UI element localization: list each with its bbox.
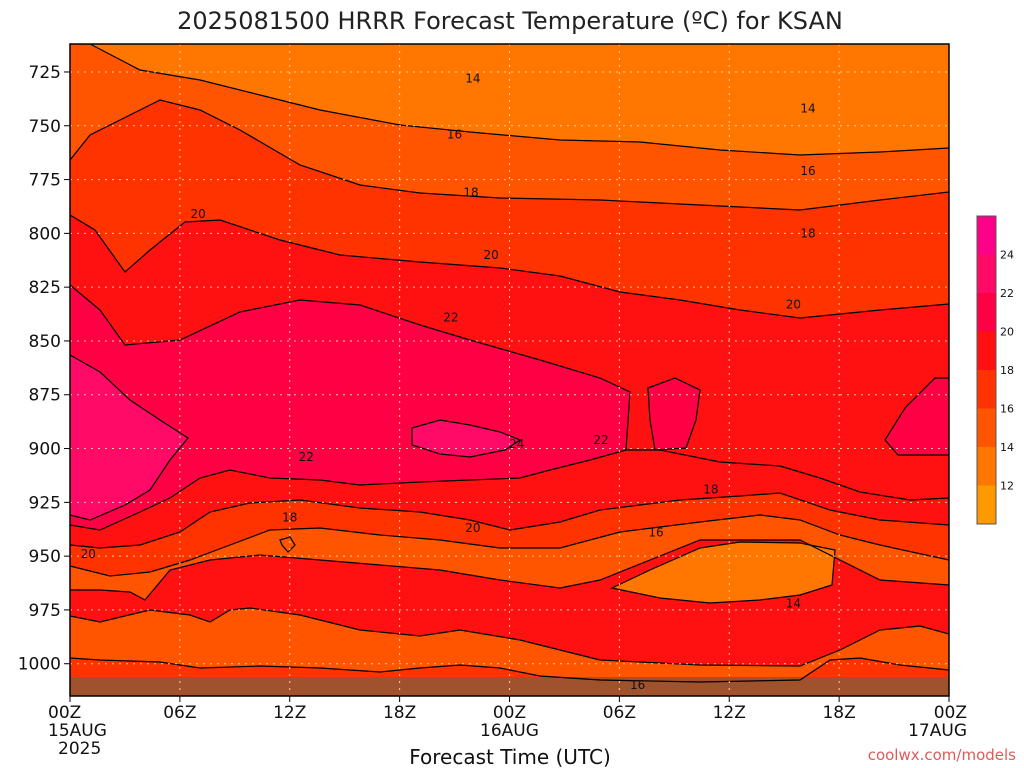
contour-line-20-lower	[69, 492, 950, 549]
contour-labels: 14 14 16 16 18 18 20 20 20 22 22 22 24 18 18 20 16 20 14 16	[81, 71, 816, 692]
contour-label: 22	[593, 433, 608, 447]
ground-below-surface	[70, 677, 949, 696]
contour-label: 16	[800, 164, 815, 178]
contour-label: 24	[509, 437, 524, 451]
contour-line-18-small-cell	[279, 536, 296, 553]
contour-lines	[69, 43, 950, 683]
y-tick-label: 975	[29, 601, 61, 621]
colorbar-swatch	[977, 447, 996, 486]
x-tick-label: 18Z	[383, 703, 416, 723]
contour-line-18-lower	[69, 514, 950, 577]
contour-line-18-upper	[69, 214, 950, 319]
credit-text: coolwx.com/models	[868, 746, 1016, 764]
colorbar: 12 14 16 18 20 22 24	[976, 215, 1014, 525]
y-tick-label: 950	[29, 547, 61, 567]
contour-label: 18	[282, 510, 297, 524]
x-tick-date-label: 15AUG	[48, 721, 107, 741]
band-lower-16-18	[70, 515, 949, 600]
y-tick-label: 725	[29, 63, 61, 83]
x-tick-date-label: 17AUG	[908, 721, 967, 741]
contour-label: 22	[443, 310, 458, 324]
contour-label: 20	[191, 207, 206, 221]
contour-line-14-upper	[89, 43, 950, 156]
x-tick-label: 12Z	[713, 703, 746, 723]
band-22-cell-mid	[648, 378, 700, 450]
y-axis: 725 750 775 800 825 850 875 900 925 950 975 1000	[18, 63, 70, 675]
contour-line-22-cell-right	[884, 377, 949, 456]
y-tick-label: 900	[29, 440, 61, 460]
contour-line-14-bottom	[69, 607, 950, 667]
contour-label: 14	[786, 596, 801, 610]
colorbar-swatch	[977, 216, 996, 255]
colorbar-swatch	[977, 408, 996, 447]
contour-label: 18	[703, 482, 718, 496]
contour-line-20-upper	[69, 284, 631, 451]
x-axis-label: Forecast Time (UTC)	[409, 745, 611, 768]
contour-label: 16	[630, 678, 645, 692]
band-lower-14-cell	[612, 542, 835, 603]
colorbar-frame	[976, 215, 997, 525]
colorbar-label: 12	[1000, 480, 1014, 493]
x-tick-label: 12Z	[273, 703, 306, 723]
contour-label: 22	[299, 450, 314, 464]
x-tick-label: 06Z	[603, 703, 636, 723]
chart-title: 2025081500 HRRR Forecast Temperature (ºC…	[177, 7, 843, 35]
contour-label: 14	[465, 71, 480, 85]
y-tick-label: 825	[29, 278, 61, 298]
contour-line-22-cell-mid	[647, 377, 701, 451]
y-tick-label: 750	[29, 117, 61, 137]
band-24-core-left	[70, 355, 188, 520]
contour-line-22-lower	[69, 449, 950, 531]
contour-label: 20	[465, 521, 480, 535]
colorbar-swatch	[977, 370, 996, 409]
x-tick-label: 00Z	[934, 703, 967, 723]
y-tick-label: 775	[29, 171, 61, 191]
contour-line-16-bottom	[69, 657, 950, 683]
colorbar-swatch	[977, 293, 996, 332]
plot-area: 14 14 16 16 18 18 20 20 20 22 22 22 24 18 18 20 16 20 14 16	[69, 43, 950, 697]
y-tick-label: 1000	[18, 655, 61, 675]
x-tick-year-label: 2025	[58, 739, 101, 759]
contour-line-16-lower	[70, 539, 950, 601]
contour-line-16-upper	[69, 99, 950, 211]
colorbar-swatch	[977, 331, 996, 370]
x-tick-date-label: 16AUG	[480, 721, 539, 741]
band-24-core-center	[412, 420, 520, 457]
contour-line-24-center	[411, 419, 522, 458]
colorbar-label: 14	[1000, 441, 1014, 454]
contour-label: 20	[484, 248, 499, 262]
colorbar-swatch	[977, 254, 996, 293]
contour-label: 14	[800, 102, 815, 116]
contour-line-14-lower-cell	[610, 541, 836, 604]
contour-line-22-left	[69, 354, 189, 521]
colorbar-label: 24	[1000, 249, 1014, 262]
contour-label: 16	[447, 127, 462, 141]
colorbar-label: 16	[1000, 403, 1014, 416]
contour-label: 20	[81, 547, 96, 561]
colorbar-label: 22	[1000, 287, 1014, 300]
contour-label: 20	[786, 297, 801, 311]
colorbar-label: 20	[1000, 326, 1014, 339]
colorbar-swatch	[977, 485, 996, 524]
colorbar-label: 18	[1000, 364, 1014, 377]
x-tick-label: 00Z	[48, 703, 81, 723]
y-tick-label: 850	[29, 332, 61, 352]
x-tick-label: 18Z	[822, 703, 855, 723]
band-22-cell-right	[885, 378, 949, 455]
y-tick-label: 875	[29, 386, 61, 406]
x-tick-label: 06Z	[163, 703, 196, 723]
y-tick-label: 925	[29, 493, 61, 513]
y-tick-label: 800	[29, 224, 61, 244]
contour-label: 16	[648, 525, 663, 539]
contour-label: 18	[800, 226, 815, 240]
contour-label: 18	[463, 185, 478, 199]
x-tick-label: 00Z	[493, 703, 526, 723]
